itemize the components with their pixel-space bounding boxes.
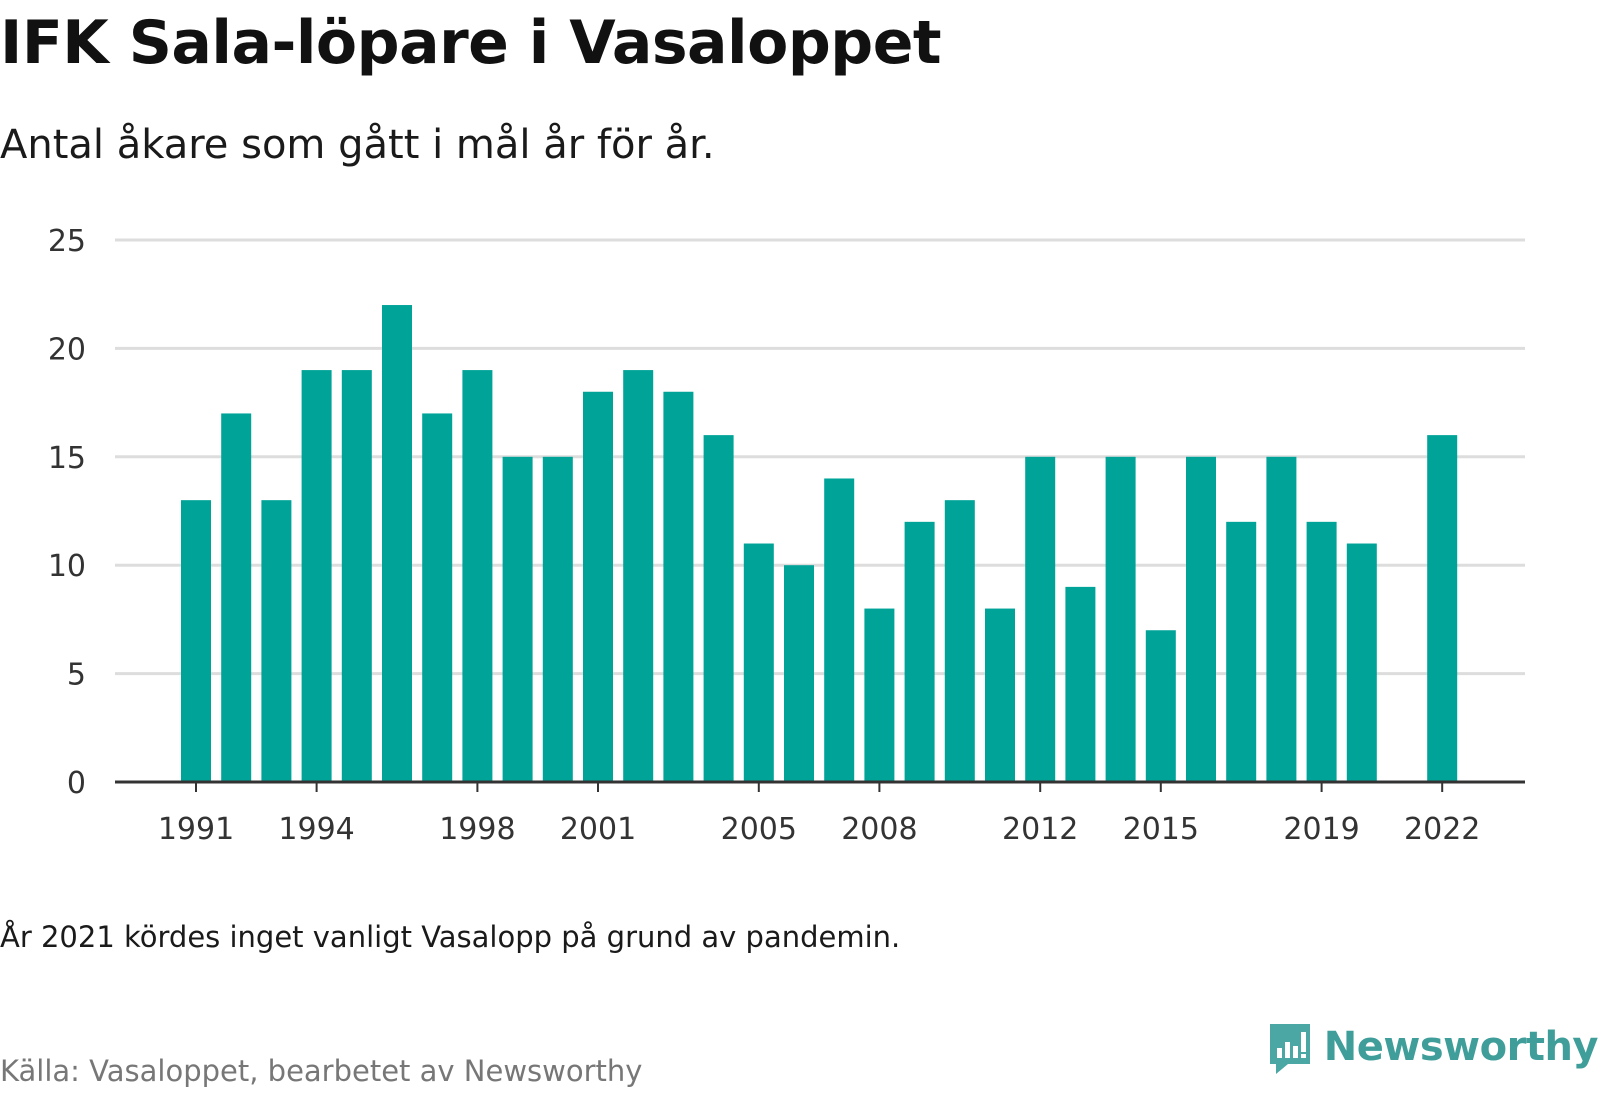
bar (1427, 435, 1458, 782)
bars (181, 305, 1458, 782)
bar-chart: 0 5 10 15 20 25 1991 1994 1998 2001 2005 2008 2012 20… (48, 224, 1525, 847)
chart-note: År 2021 kördes inget vanligt Vasalopp på… (0, 920, 901, 954)
y-tick-label: 15 (48, 441, 86, 476)
bar (1306, 521, 1337, 782)
brand-name: Newsworthy (1323, 1024, 1599, 1070)
bar (985, 608, 1015, 782)
bar (462, 370, 493, 782)
bar (743, 543, 774, 782)
bar (1266, 456, 1297, 782)
bar (382, 305, 412, 782)
source-text: Källa: Vasaloppet, bearbetet av Newswort… (0, 1054, 643, 1088)
x-tick-label: 2012 (1002, 812, 1078, 847)
bar (583, 391, 613, 782)
bar (824, 478, 855, 782)
bar (341, 370, 372, 782)
bar (301, 370, 332, 782)
x-tick-label: 2022 (1404, 812, 1480, 847)
bar (944, 500, 975, 782)
x-tick-label: 2005 (721, 812, 797, 847)
x-tick-label: 2015 (1123, 812, 1199, 847)
bar (784, 565, 814, 782)
x-tick-label: 1994 (278, 812, 354, 847)
y-tick-label: 25 (48, 224, 86, 259)
bar (1186, 456, 1216, 782)
newsworthy-logo: Newsworthy (1266, 1020, 1599, 1074)
y-tick-label: 10 (48, 549, 86, 584)
bar (261, 500, 292, 782)
axes: 0 5 10 15 20 25 1991 1994 1998 2001 2005 2008 2012 20… (48, 224, 1525, 847)
bar (1346, 543, 1377, 782)
bar (623, 370, 654, 782)
bar (1226, 521, 1257, 782)
y-tick-label: 20 (48, 332, 86, 367)
bar (221, 413, 252, 782)
bar (904, 521, 935, 782)
bar (1145, 630, 1176, 782)
bar (703, 435, 734, 782)
chart-subtitle: Antal åkare som gått i mål år för år. (0, 122, 715, 168)
bar (663, 391, 694, 782)
chart-title: IFK Sala-löpare i Vasaloppet (0, 8, 942, 78)
x-tick-label: 2001 (560, 812, 636, 847)
x-tick-label: 2008 (841, 812, 917, 847)
bar (502, 456, 533, 782)
bar (1025, 456, 1056, 782)
bar (422, 413, 453, 782)
x-tick-label: 1991 (158, 812, 234, 847)
x-tick-label: 1998 (439, 812, 515, 847)
bar (1105, 456, 1136, 782)
y-tick-label: 0 (67, 766, 86, 801)
bar (181, 500, 211, 782)
y-tick-label: 5 (67, 658, 86, 693)
x-tick-label: 2019 (1283, 812, 1359, 847)
bar-chart-bubble-icon (1269, 1024, 1310, 1074)
bar (542, 456, 573, 782)
bar (864, 608, 895, 782)
bar (1065, 586, 1096, 782)
